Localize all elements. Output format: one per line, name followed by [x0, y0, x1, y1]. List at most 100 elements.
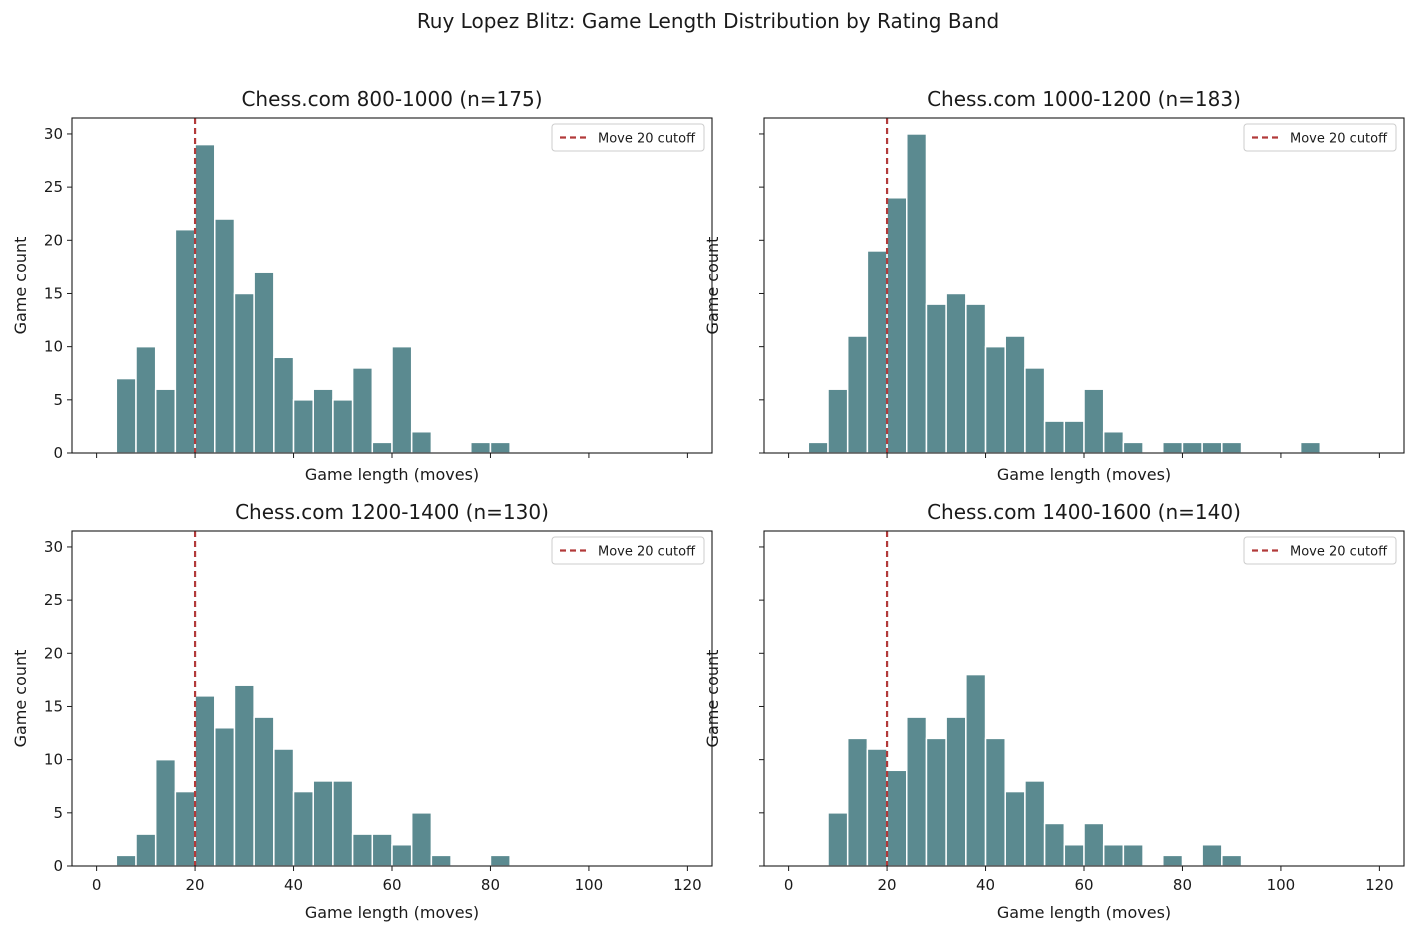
- panel-title: Chess.com 800-1000 (n=175): [241, 87, 542, 111]
- histogram-bar: [135, 345, 157, 454]
- histogram-bar: [174, 790, 196, 867]
- histogram-bar: [273, 356, 295, 454]
- histogram-bar: [371, 441, 393, 454]
- histogram-bar: [1201, 441, 1223, 454]
- legend-box: [551, 536, 705, 565]
- histogram-bar: [1122, 843, 1144, 867]
- x-tick-label: 60: [1074, 876, 1093, 894]
- histogram-bar: [292, 790, 314, 867]
- legend-label: Move 20 cutoff: [598, 132, 696, 147]
- histogram-bar: [351, 833, 374, 867]
- histogram-bar: [1221, 854, 1243, 867]
- histogram-bar: [430, 854, 452, 867]
- x-tick-label: 0: [784, 876, 794, 894]
- x-axis-label: Game length (moves): [997, 465, 1171, 484]
- x-tick-label: 120: [1365, 876, 1394, 894]
- y-axis-label: Game count: [703, 237, 722, 335]
- histogram-bar: [1043, 822, 1066, 867]
- y-axis-label: Game count: [11, 650, 30, 748]
- histogram-bar: [115, 854, 137, 867]
- legend: Move 20 cutoff: [1243, 536, 1397, 565]
- histogram-bar: [1004, 335, 1026, 454]
- x-tick-label: 80: [1173, 876, 1192, 894]
- histogram-bar: [194, 695, 216, 867]
- legend-label: Move 20 cutoff: [1290, 132, 1388, 147]
- x-tick-label: 20: [878, 876, 897, 894]
- histogram-bar: [965, 303, 987, 454]
- y-tick-label: 0: [53, 444, 63, 462]
- histogram-bar: [886, 769, 908, 867]
- x-tick-label: 20: [186, 876, 205, 894]
- y-axis-label: Game count: [11, 237, 30, 335]
- histogram-bars: [115, 684, 511, 867]
- x-tick-label: 40: [976, 876, 995, 894]
- histogram-bar: [1221, 441, 1243, 454]
- histogram-bar: [1004, 790, 1026, 867]
- histogram-bar: [1102, 843, 1125, 867]
- histogram-bar: [194, 143, 216, 454]
- y-tick-label: 25: [44, 591, 63, 609]
- histogram-bar: [827, 388, 849, 454]
- histogram-bar: [1083, 822, 1105, 867]
- histogram-bar: [1043, 420, 1066, 454]
- histogram-bar: [945, 716, 967, 867]
- legend-box: [1243, 536, 1397, 565]
- histogram-bar: [489, 854, 511, 867]
- histogram-bars: [807, 133, 1322, 454]
- histogram-bar: [312, 388, 334, 454]
- x-tick-label: 40: [284, 876, 303, 894]
- panel-title: Chess.com 1400-1600 (n=140): [927, 500, 1241, 524]
- histogram-bar: [1162, 441, 1184, 454]
- x-tick-label: 120: [673, 876, 702, 894]
- histogram-bar: [1181, 441, 1203, 454]
- y-axis-label: Game count: [703, 650, 722, 748]
- histogram-bar: [827, 812, 849, 867]
- histogram-bar: [233, 292, 255, 454]
- y-tick-label: 30: [44, 125, 63, 143]
- histogram-bar: [984, 345, 1006, 454]
- histogram-bar: [253, 716, 275, 867]
- histogram-bar: [945, 292, 967, 454]
- y-tick-label: 10: [44, 751, 63, 769]
- x-tick-label: 80: [481, 876, 500, 894]
- y-tick-label: 15: [44, 284, 63, 302]
- y-tick-label: 10: [44, 338, 63, 356]
- chart-panel-3: 0 20 40 60 80 100 120 0 5 10 15 20 25 30 Chess.com 120…: [11, 500, 713, 922]
- histogram-bar: [332, 399, 354, 454]
- y-tick-label: 5: [53, 804, 63, 822]
- histogram-bar: [115, 377, 137, 454]
- chart-panels: 0 5 10 15 20 25 30 Chess.com 800-1000 (n=175) Ga…: [11, 87, 1405, 922]
- legend-box: [551, 123, 705, 152]
- histogram-bar: [332, 780, 354, 867]
- histogram-bar: [391, 345, 413, 454]
- histogram-bar: [846, 335, 869, 454]
- panel-title: Chess.com 1000-1200 (n=183): [927, 87, 1241, 111]
- histogram-bar: [312, 780, 334, 867]
- chart-panel-4: 0 20 40 60 80 100 120 Chess.com 1400-1600 (n=14…: [703, 500, 1405, 922]
- histogram-bar: [866, 748, 888, 867]
- histogram-bar: [1122, 441, 1144, 454]
- histogram-bar: [410, 812, 433, 867]
- x-tick-label: 60: [382, 876, 401, 894]
- legend-label: Move 20 cutoff: [598, 545, 696, 560]
- legend-label: Move 20 cutoff: [1290, 545, 1388, 560]
- histogram-bar: [984, 737, 1006, 867]
- histogram-bar: [214, 218, 236, 454]
- y-tick-label: 20: [44, 644, 63, 662]
- histogram-bar: [1162, 854, 1184, 867]
- histogram-bar: [470, 441, 492, 454]
- x-tick-label: 0: [92, 876, 102, 894]
- y-tick-label: 0: [53, 857, 63, 875]
- histogram-bar: [135, 833, 157, 867]
- histogram-bar: [154, 388, 177, 454]
- legend: Move 20 cutoff: [551, 536, 705, 565]
- chart-panel-2: Chess.com 1000-1200 (n=183) Game length (…: [703, 87, 1405, 484]
- histogram-bar: [906, 716, 928, 867]
- histogram-bars: [115, 143, 511, 454]
- histogram-bar: [351, 367, 374, 454]
- histogram-bar: [846, 737, 869, 867]
- histogram-bar: [1024, 780, 1046, 867]
- histogram-bar: [371, 833, 393, 867]
- histogram-bar: [273, 748, 295, 867]
- histogram-bar: [925, 737, 947, 867]
